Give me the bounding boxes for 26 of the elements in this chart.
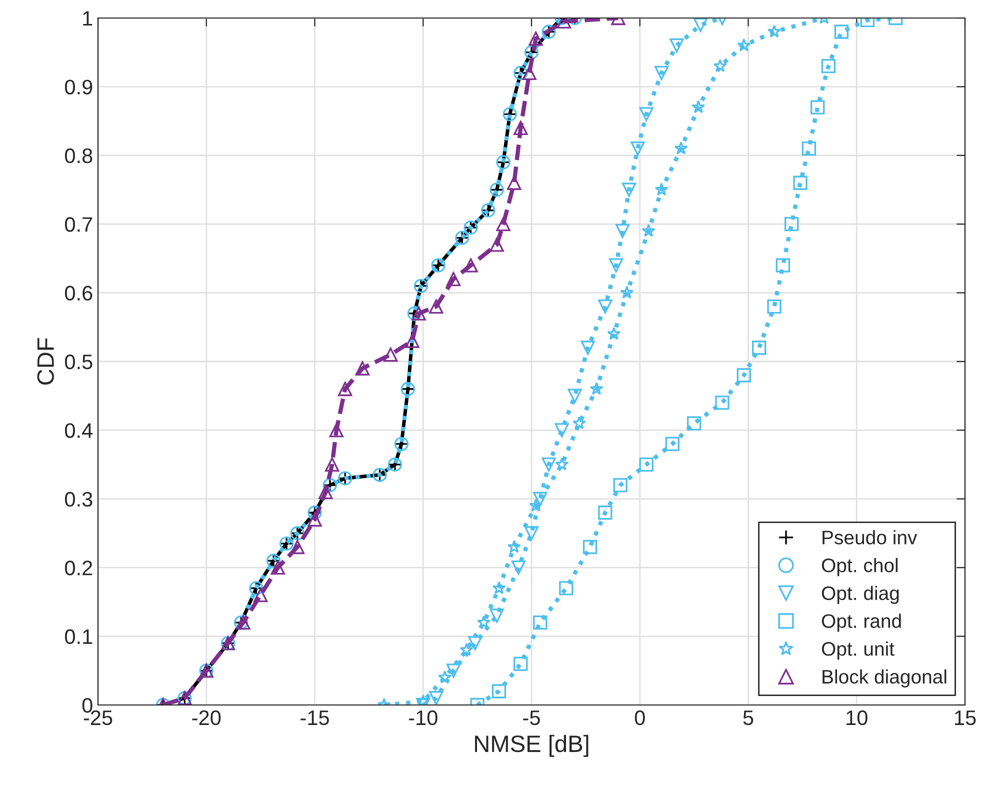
y-tick-label: 0.1 — [64, 629, 92, 644]
x-tick-label: -10 — [408, 710, 438, 726]
y-axis-title: CDF — [37, 338, 54, 385]
x-tick-label: 5 — [743, 710, 754, 726]
y-tick-label: 0.8 — [64, 148, 92, 164]
y-tick-label: 0.2 — [64, 560, 92, 576]
x-tick-label: 10 — [846, 710, 868, 726]
x-tick-label: -5 — [523, 710, 540, 726]
legend-label: Opt. chol — [822, 558, 898, 576]
y-tick-label: 1 — [83, 11, 92, 26]
legend-label: Opt. diag — [822, 586, 899, 604]
legend-label: Pseudo inv — [822, 530, 918, 544]
legend-label: Opt. rand — [822, 614, 901, 632]
y-tick-label: 0.9 — [64, 80, 92, 94]
y-tick-label: 0.6 — [64, 286, 92, 301]
legend-label: Block diagonal — [822, 669, 946, 688]
x-axis-title: NMSE [dB] — [475, 734, 588, 757]
y-tick-label: 0.7 — [64, 217, 92, 232]
legend-label: Opt. unit — [822, 642, 894, 660]
y-tick-label: 0.4 — [64, 423, 93, 438]
y-tick-label: 0.5 — [64, 354, 92, 370]
x-tick-label: 15 — [955, 710, 976, 726]
x-tick-label: -15 — [300, 710, 329, 726]
y-tick-label: 0.3 — [64, 492, 92, 507]
x-tick-label: 0 — [634, 710, 645, 726]
x-tick-label: -20 — [192, 710, 221, 726]
